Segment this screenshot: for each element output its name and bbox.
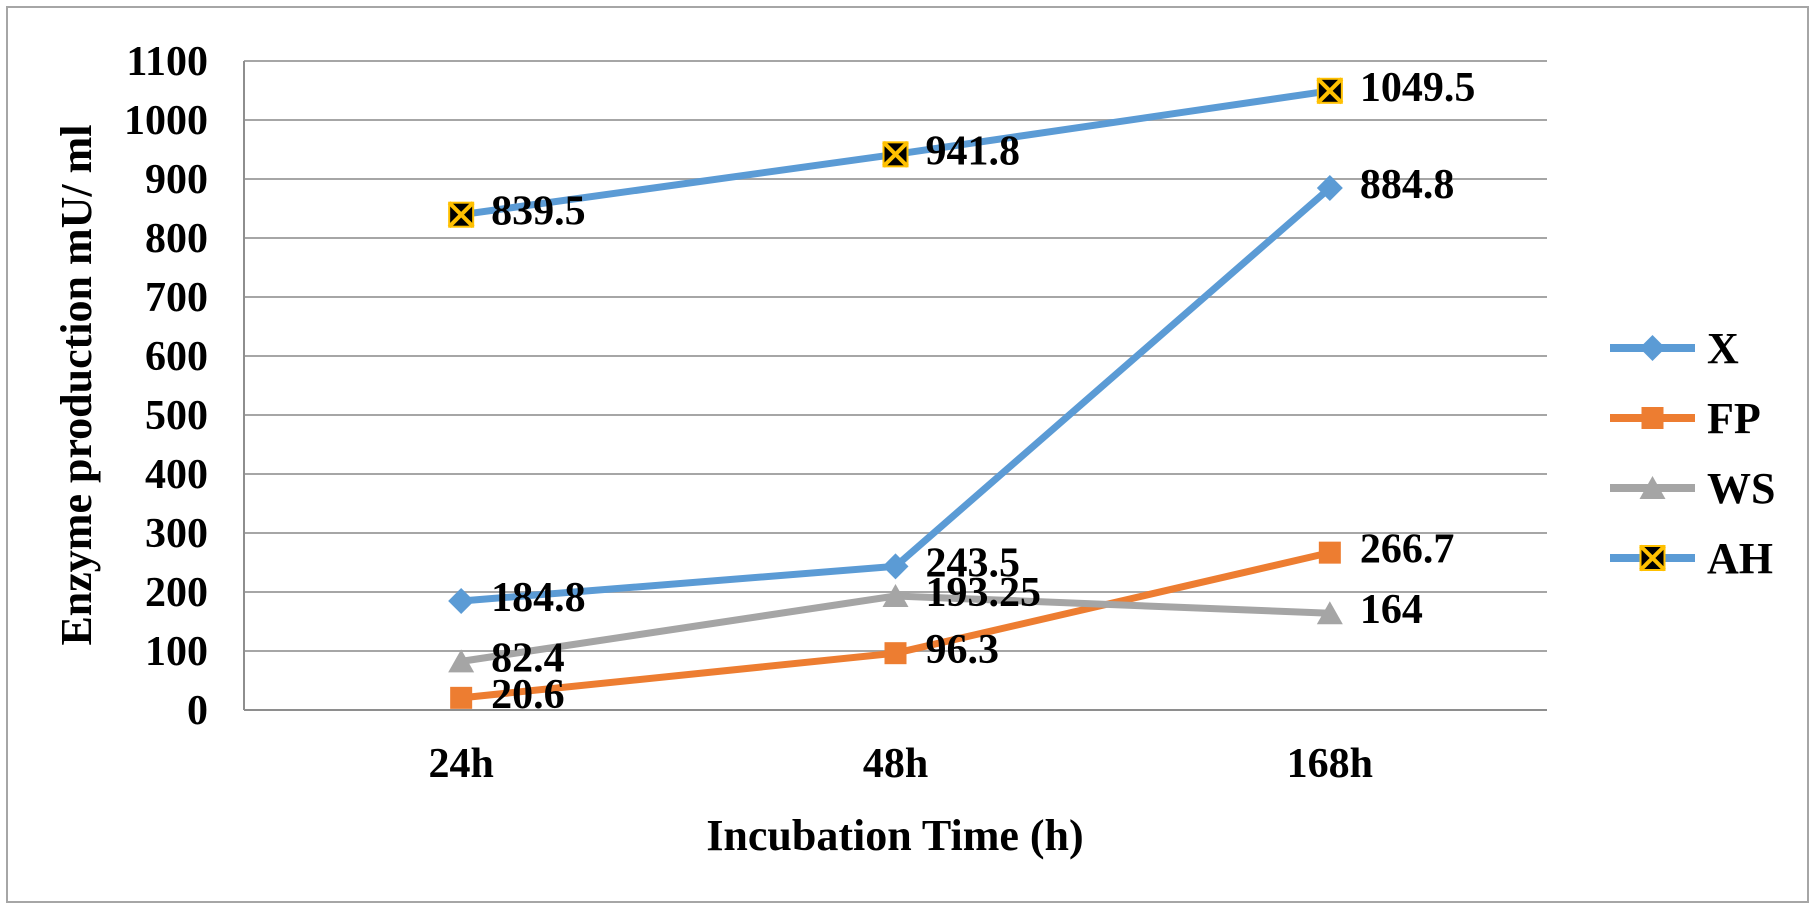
y-tick-label-900: 900 — [145, 157, 208, 203]
y-tick-label-200: 200 — [145, 570, 208, 616]
marker-X-48h — [882, 553, 909, 580]
tick-labels-group: 0 100 200 300 400 500 600 700 800 900 1000 1100 24h 4… — [124, 39, 1373, 787]
data-label-AH-24h: 839.5 — [491, 189, 585, 235]
legend-item-WS: WS — [1610, 464, 1775, 513]
y-tick-label-400: 400 — [145, 452, 208, 498]
y-tick-label-1100: 1100 — [126, 39, 208, 85]
data-label-AH-168h: 1049.5 — [1360, 65, 1476, 111]
y-axis-title: Enzyme production mU/ ml — [52, 124, 101, 645]
marker-AH-24h-cross — [447, 201, 475, 229]
data-label-FP-48h: 96.3 — [926, 627, 1000, 673]
legend-item-FP: FP — [1610, 394, 1761, 443]
marker-AH-48h-cross — [882, 140, 909, 168]
axes-group — [243, 61, 1547, 711]
data-label-X-48h: 243.5 — [926, 540, 1021, 586]
x-tick-label-168h: 168h — [1287, 741, 1373, 787]
legend-label-FP: FP — [1707, 394, 1761, 443]
x-tick-label-24h: 24h — [428, 741, 493, 787]
y-tick-label-100: 100 — [145, 629, 208, 675]
series-line-X — [457, 184, 1334, 605]
y-tick-label-800: 800 — [145, 216, 208, 262]
legend-item-AH: AH — [1610, 534, 1773, 583]
x-tick-label-48h: 48h — [863, 741, 928, 787]
marker-FP-168h — [1318, 541, 1341, 564]
data-label-AH-48h: 941.8 — [926, 128, 1021, 174]
marker-AH-168h-cross — [1316, 77, 1344, 105]
y-tick-label-1000: 1000 — [124, 98, 208, 144]
y-tick-label-300: 300 — [145, 511, 208, 557]
legend-marker-WS — [1639, 476, 1666, 499]
marker-FP-24h — [450, 686, 473, 709]
data-label-X-24h: 184.8 — [491, 575, 585, 621]
marker-WS-24h — [448, 649, 475, 673]
y-tick-label-700: 700 — [145, 275, 208, 321]
marker-X-24h — [448, 587, 475, 614]
data-label-X-168h: 884.8 — [1360, 162, 1455, 208]
legend-label-AH: AH — [1707, 534, 1773, 583]
legend-group: X FP WS AH — [1610, 324, 1775, 583]
data-label-WS-48h: 193.25 — [926, 570, 1042, 616]
y-tick-label-600: 600 — [145, 334, 208, 380]
marker-WS-48h — [882, 583, 909, 607]
legend-item-X: X — [1610, 324, 1739, 373]
data-label-FP-168h: 266.7 — [1360, 527, 1455, 573]
axis-titles-group: Incubation Time (h) Enzyme production mU/… — [52, 124, 1084, 860]
series-group — [447, 77, 1344, 709]
legend-marker-X — [1639, 335, 1666, 361]
data-label-WS-24h: 82.4 — [491, 635, 564, 681]
marker-FP-48h — [884, 642, 907, 665]
data-label-FP-24h: 20.6 — [491, 672, 564, 718]
data-label-WS-168h: 164 — [1360, 587, 1423, 633]
marker-X-168h — [1316, 174, 1343, 201]
legend-marker-FP — [1641, 407, 1664, 429]
legend-marker-AH-cross — [1639, 544, 1666, 572]
legend-label-X: X — [1707, 324, 1739, 373]
legend-label-WS: WS — [1707, 464, 1775, 513]
x-axis-title: Incubation Time (h) — [706, 811, 1083, 860]
marker-WS-168h — [1316, 601, 1343, 625]
y-tick-label-0: 0 — [187, 688, 208, 734]
data-labels-group: 184.8 243.5 884.8 20.6 96.3 266.7 82.4 193.25 16… — [491, 65, 1475, 718]
y-tick-label-500: 500 — [145, 393, 208, 439]
